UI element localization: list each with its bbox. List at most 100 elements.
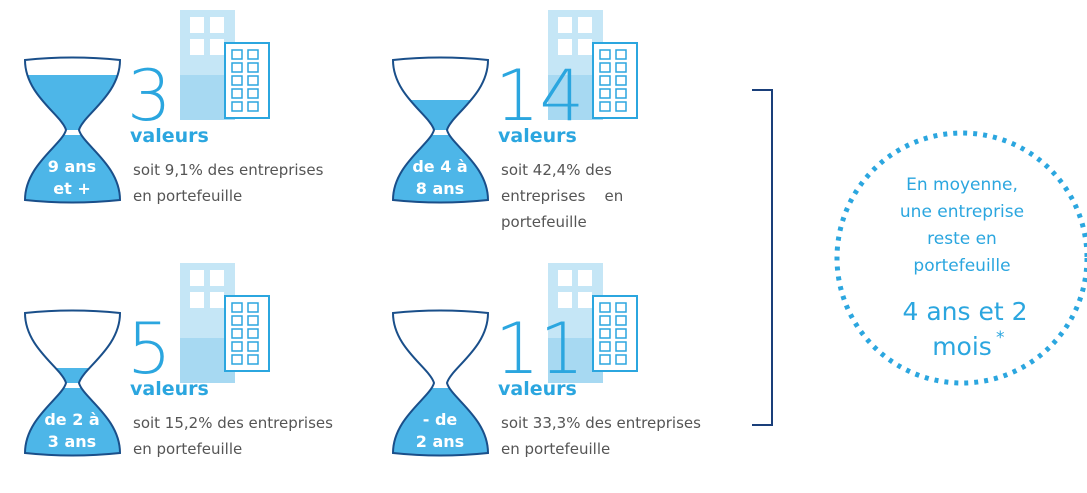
window — [231, 62, 243, 73]
hourglass-label: - de — [423, 410, 458, 429]
hourglass-label: et + — [53, 179, 90, 198]
window — [615, 88, 627, 99]
building-icon — [548, 10, 638, 120]
hourglass: - de 2 ans — [391, 309, 490, 457]
hourglass-label: de 4 à — [412, 157, 467, 176]
window — [190, 17, 204, 33]
count: 11 — [495, 308, 584, 390]
window — [558, 292, 572, 308]
window — [615, 75, 627, 86]
window — [247, 62, 259, 73]
description: soit 9,1% des entreprises — [133, 161, 324, 179]
window — [247, 341, 259, 352]
hourglass-outline — [23, 309, 122, 457]
window — [190, 292, 204, 308]
hourglass: 9 ans et + — [23, 56, 122, 204]
duration: mois — [932, 332, 992, 361]
hourglass: de 4 à 8 ans — [391, 56, 490, 204]
window — [247, 49, 259, 60]
window — [599, 328, 611, 339]
window — [599, 75, 611, 86]
window — [231, 88, 243, 99]
sand-top — [25, 368, 120, 383]
summary-text: En moyenne, — [906, 175, 1018, 195]
bracket — [752, 89, 773, 426]
sand-top — [25, 75, 120, 130]
window — [210, 39, 224, 55]
hourglass-label: 8 ans — [416, 179, 464, 198]
window — [247, 75, 259, 86]
window — [615, 101, 627, 112]
window — [599, 341, 611, 352]
window — [247, 101, 259, 112]
window — [615, 328, 627, 339]
summary-text: une entreprise — [900, 202, 1024, 222]
count: 3 — [127, 55, 172, 137]
duration: 4 ans et 2 — [902, 297, 1027, 326]
unit: valeurs — [498, 378, 577, 400]
sand-top — [393, 100, 488, 130]
hourglass-label: 9 ans — [48, 157, 96, 176]
hourglass-label: 2 ans — [416, 432, 464, 451]
description: en portefeuille — [133, 187, 242, 205]
window — [599, 88, 611, 99]
window — [190, 39, 204, 55]
window — [210, 292, 224, 308]
window — [231, 341, 243, 352]
summary-circle — [834, 130, 1087, 386]
count: 14 — [495, 55, 584, 137]
window — [578, 39, 592, 55]
summary-text: reste en — [927, 229, 997, 249]
window — [599, 315, 611, 326]
window — [247, 328, 259, 339]
window — [558, 17, 572, 33]
window — [231, 354, 243, 365]
window — [231, 328, 243, 339]
window — [231, 75, 243, 86]
description: soit 33,3% des entreprises — [501, 414, 701, 432]
window — [247, 302, 259, 313]
window — [231, 101, 243, 112]
window — [615, 302, 627, 313]
building-icon — [548, 263, 638, 383]
hourglass-label: de 2 à — [44, 410, 99, 429]
window — [231, 302, 243, 313]
unit: valeurs — [498, 125, 577, 147]
unit: valeurs — [130, 378, 209, 400]
window — [599, 354, 611, 365]
window — [247, 88, 259, 99]
window — [615, 62, 627, 73]
window — [615, 341, 627, 352]
hourglass-outline — [391, 56, 490, 204]
window — [210, 270, 224, 286]
window — [578, 292, 592, 308]
window — [210, 17, 224, 33]
window — [231, 49, 243, 60]
window — [599, 101, 611, 112]
window — [615, 49, 627, 60]
building-icon — [180, 263, 270, 383]
window — [599, 49, 611, 60]
window — [558, 270, 572, 286]
description: entreprises en — [501, 187, 623, 205]
footnote-mark: * — [996, 328, 1005, 348]
hourglass: de 2 à 3 ans — [23, 309, 122, 457]
unit: valeurs — [130, 125, 209, 147]
window — [615, 354, 627, 365]
window — [558, 39, 572, 55]
hourglass-label: 3 ans — [48, 432, 96, 451]
description: soit 42,4% des — [501, 161, 612, 179]
description: portefeuille — [501, 213, 587, 231]
count: 5 — [127, 308, 172, 390]
description: en portefeuille — [501, 440, 610, 458]
window — [578, 270, 592, 286]
window — [599, 302, 611, 313]
description: soit 15,2% des entreprises — [133, 414, 333, 432]
hourglass-outline — [391, 309, 490, 457]
window — [247, 315, 259, 326]
